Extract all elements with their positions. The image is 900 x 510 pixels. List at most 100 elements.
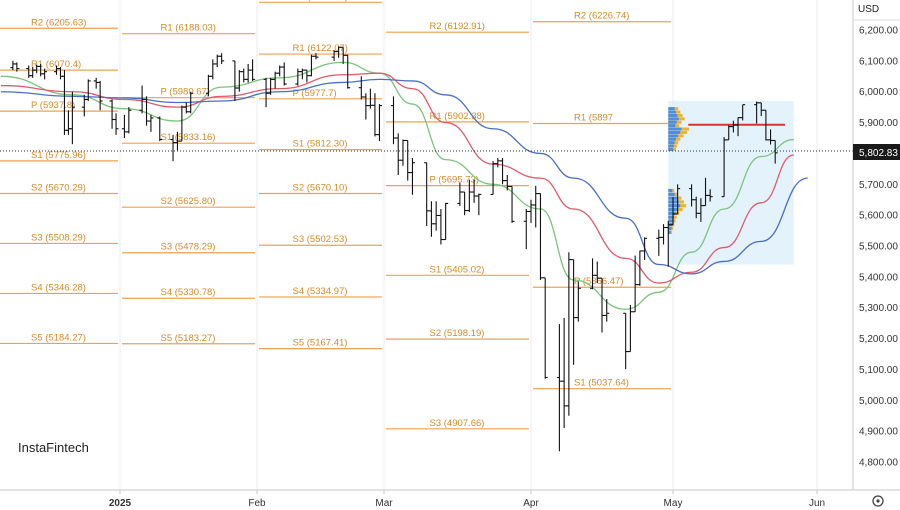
- price-tick-label: 5,600.00: [859, 211, 898, 222]
- volume-profile-bar: [668, 130, 681, 134]
- volume-profile-bar: [668, 117, 679, 121]
- settings-button[interactable]: [872, 495, 884, 507]
- price-tick-label: 5,200.00: [859, 334, 898, 345]
- ohlc-bar: [219, 53, 225, 64]
- pivot-label-s3: S3 (5502.53): [293, 234, 348, 245]
- price-axis-panel[interactable]: [853, 0, 900, 490]
- ohlc-bar: [561, 317, 567, 429]
- pivot-label-s3: S3 (5508.29): [31, 232, 86, 243]
- price-tick-label: 6,200.00: [859, 26, 898, 37]
- ohlc-bar: [495, 158, 501, 168]
- moving-average-line: [0, 72, 794, 284]
- pivot-label-s4: S4 (5346.28): [31, 282, 86, 293]
- time-tick-label: Feb: [248, 498, 266, 509]
- ohlc-bar: [689, 184, 695, 207]
- time-tick-label: Apr: [523, 498, 539, 509]
- ohlc-bar: [443, 202, 449, 241]
- ohlc-bar: [148, 114, 154, 132]
- ohlc-bar: [424, 162, 430, 226]
- pivot-label-s4: S4 (5334.97): [293, 286, 348, 297]
- volume-profile-bar: [668, 230, 671, 234]
- pivot-label-p: P (5977.7): [293, 88, 337, 99]
- ohlc-bar: [42, 68, 48, 80]
- price-tick-label: 4,800.00: [859, 458, 898, 469]
- volume-profile-bar: [668, 211, 676, 215]
- ohlc-bar: [763, 109, 769, 141]
- volume-profile-bar: [668, 110, 676, 114]
- time-tick-label: 2025: [109, 498, 132, 509]
- ohlc-bar: [409, 158, 415, 195]
- time-tick-label: Mar: [375, 498, 393, 509]
- ohlc-bar: [466, 179, 472, 213]
- price-tick-label: 5,100.00: [859, 365, 898, 376]
- volume-profile-bar: [668, 107, 675, 111]
- ohlc-bar: [400, 139, 406, 166]
- ohlc-bar: [471, 179, 477, 203]
- ohlc-bar: [126, 107, 132, 134]
- ohlc-bar: [594, 261, 600, 284]
- volume-profile-layer: [668, 100, 794, 265]
- pivot-levels: R2 (6205.63) R1 (6070.4) P (5937.8) S1 (577…: [0, 0, 671, 430]
- pivot-label-s1: S1 (5833.16): [161, 132, 216, 143]
- ohlc-bar: [675, 184, 681, 215]
- gear-icon[interactable]: [872, 495, 884, 507]
- ohlc-bar: [642, 237, 648, 260]
- pivot-label-s2: S2 (5670.10): [293, 183, 348, 194]
- ohlc-bar: [113, 113, 119, 135]
- pivot-label-s1: S1 (5812.30): [293, 139, 348, 150]
- ohlc-bar: [604, 299, 610, 322]
- ohlc-bar: [623, 312, 629, 370]
- volume-profile-bar: [668, 137, 676, 141]
- price-tick-label: 6,100.00: [859, 56, 898, 67]
- ohlc-bar: [313, 53, 319, 60]
- pivot-label-r1: R1 (5897: [574, 113, 613, 124]
- ohlc-bar: [542, 277, 548, 379]
- volume-profile-bar: [668, 120, 677, 124]
- ohlc-bar: [14, 62, 20, 72]
- ohlc-bar: [768, 129, 774, 145]
- ohlc-bar: [661, 224, 667, 245]
- pivot-label-s1: S1 (5405.02): [430, 264, 485, 275]
- pivot-label-s3: S3 (4907.66): [430, 418, 485, 429]
- ohlc-bar: [97, 80, 103, 111]
- ohlc-bar: [730, 120, 736, 133]
- volume-profile-bar: [668, 188, 673, 193]
- pivot-label-p: P (5366.47): [574, 276, 623, 287]
- pivot-label-s4: S4 (5330.78): [161, 287, 216, 298]
- time-tick-label: Jun: [809, 498, 825, 509]
- watermark-logo: InstaFintech: [18, 440, 89, 455]
- volume-profile-bar: [668, 141, 675, 145]
- ohlc-bar: [566, 252, 572, 416]
- last-price-value: 5,802.83: [859, 148, 898, 159]
- price-tick-label: 5,900.00: [859, 118, 898, 129]
- time-axis: 2025 Feb Mar Apr May Jun: [109, 490, 825, 509]
- ohlc-bar: [433, 201, 439, 231]
- price-tick-label: 6,000.00: [859, 87, 898, 98]
- ohlc-bar: [476, 193, 482, 216]
- volume-profile-bar: [668, 127, 682, 131]
- ohlc-bar: [428, 201, 434, 237]
- moving-average-line: [0, 61, 794, 310]
- pivot-label-p: P (5980.67): [161, 87, 210, 98]
- currency-label[interactable]: USD: [858, 4, 879, 15]
- ohlc-bar: [637, 250, 643, 286]
- ohlc-bar: [537, 193, 543, 280]
- ohlc-bar: [500, 158, 506, 185]
- ohlc-bar: [250, 59, 256, 81]
- ohlc-bar: [395, 133, 401, 176]
- ohlc-bar: [188, 91, 194, 114]
- pivot-label-p: P (5937.8): [31, 100, 75, 111]
- ohlc-bar: [665, 221, 671, 267]
- pivot-label-s5: S5 (5183.27): [161, 333, 216, 344]
- ohlc-bar: [772, 139, 778, 164]
- ohlc-bar: [740, 104, 746, 121]
- volume-profile-bar: [668, 147, 674, 151]
- ohlc-bar: [571, 259, 577, 365]
- ohlc-bar: [157, 116, 163, 142]
- ohlc-bar: [523, 208, 529, 250]
- pivot-label-s5: S5 (5167.41): [293, 338, 348, 349]
- pivot-label-s1: S1 (5037.64): [574, 378, 629, 389]
- volume-profile-bar: [668, 226, 672, 231]
- pivot-label-s5: S5 (5184.27): [31, 332, 86, 343]
